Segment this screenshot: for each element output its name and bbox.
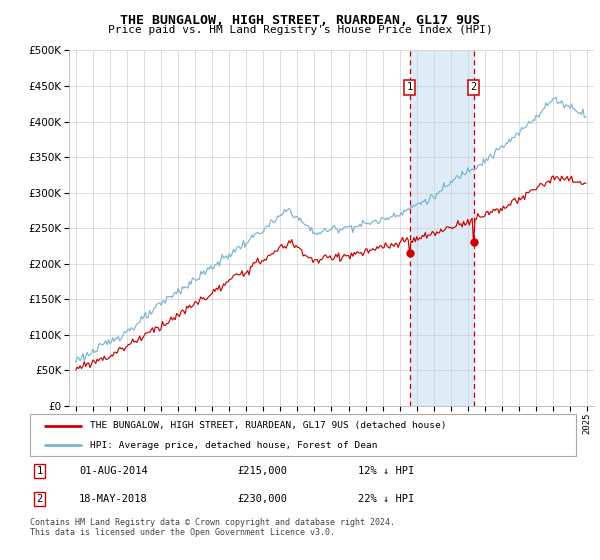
Text: £230,000: £230,000 (238, 494, 287, 504)
Text: Contains HM Land Registry data © Crown copyright and database right 2024.
This d: Contains HM Land Registry data © Crown c… (30, 518, 395, 538)
Text: THE BUNGALOW, HIGH STREET, RUARDEAN, GL17 9US (detached house): THE BUNGALOW, HIGH STREET, RUARDEAN, GL1… (90, 421, 446, 430)
Text: 2: 2 (37, 494, 43, 504)
Text: THE BUNGALOW, HIGH STREET, RUARDEAN, GL17 9US: THE BUNGALOW, HIGH STREET, RUARDEAN, GL1… (120, 14, 480, 27)
Text: 1: 1 (406, 82, 413, 92)
Bar (410, 50, 473, 406)
Text: HPI: Average price, detached house, Forest of Dean: HPI: Average price, detached house, Fore… (90, 441, 377, 450)
Text: 01-AUG-2014: 01-AUG-2014 (79, 466, 148, 476)
Text: 22% ↓ HPI: 22% ↓ HPI (358, 494, 414, 504)
Text: Price paid vs. HM Land Registry's House Price Index (HPI): Price paid vs. HM Land Registry's House … (107, 25, 493, 35)
Text: 12% ↓ HPI: 12% ↓ HPI (358, 466, 414, 476)
Text: 1: 1 (37, 466, 43, 476)
Text: £215,000: £215,000 (238, 466, 287, 476)
Text: 18-MAY-2018: 18-MAY-2018 (79, 494, 148, 504)
FancyBboxPatch shape (30, 414, 576, 456)
Text: 2: 2 (470, 82, 476, 92)
